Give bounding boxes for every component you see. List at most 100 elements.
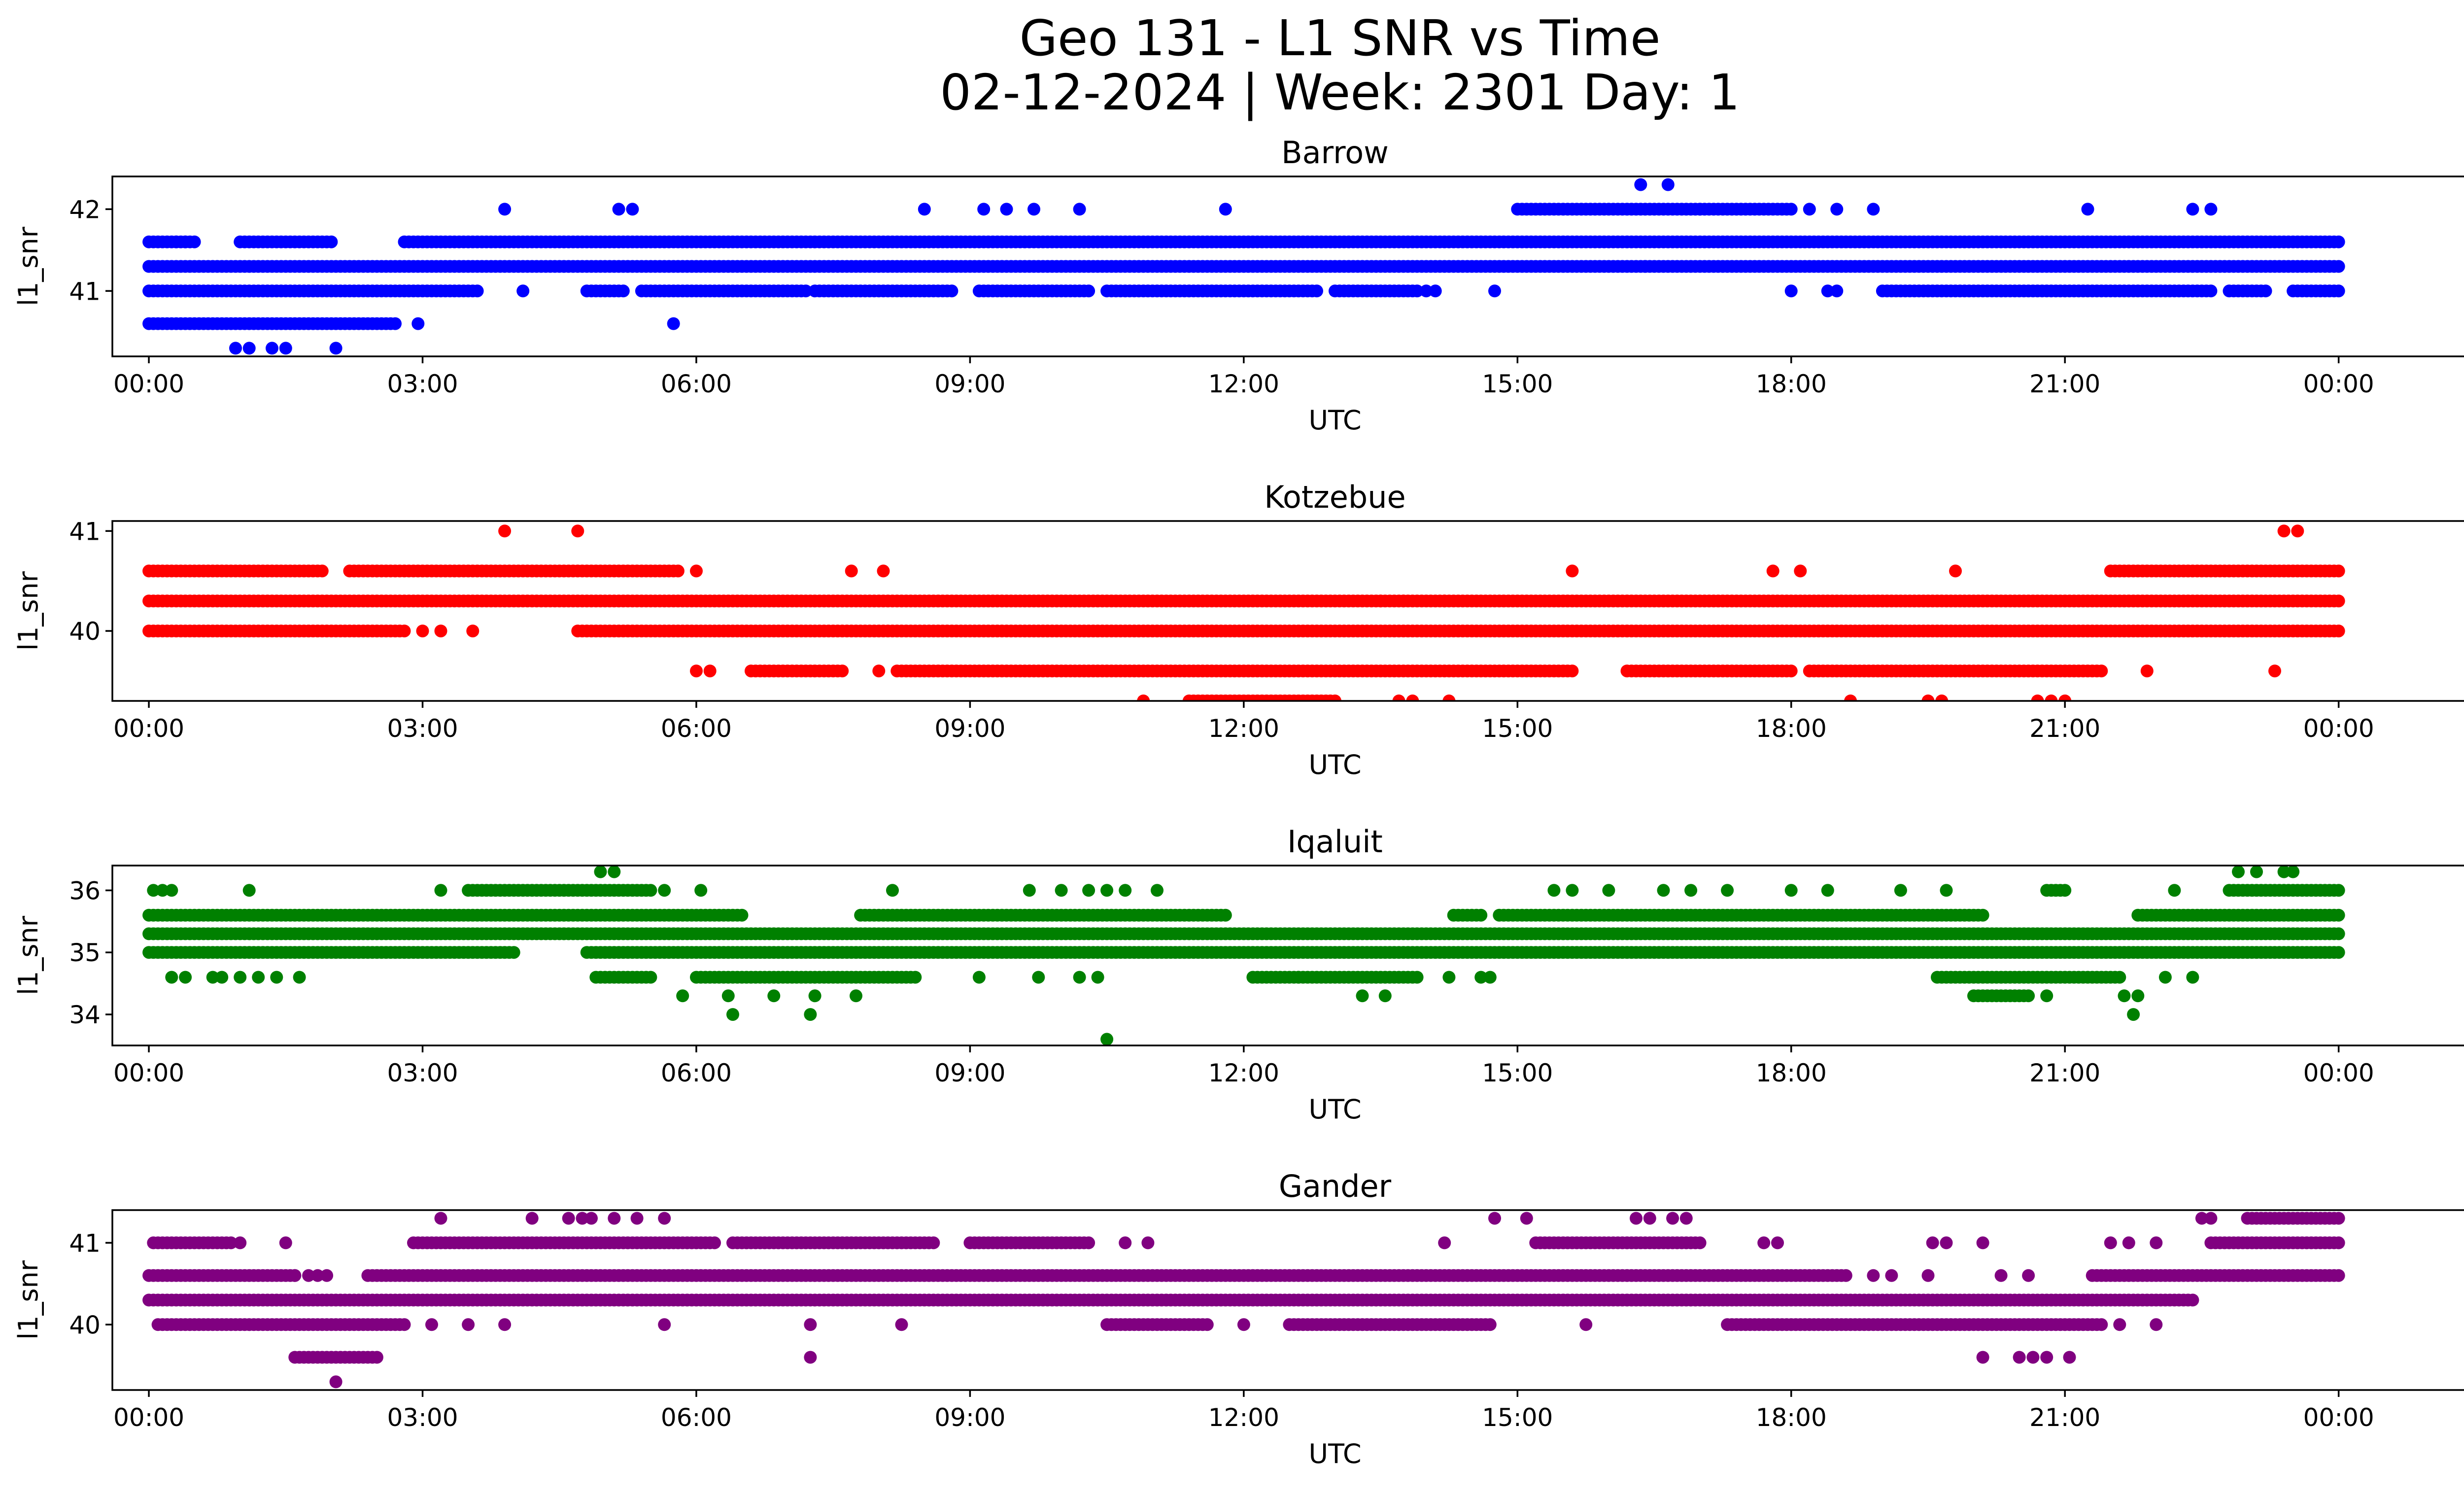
data-point	[918, 203, 931, 216]
x-tick-label: 00:00	[113, 370, 184, 398]
data-point	[850, 989, 862, 1003]
data-point	[1374, 594, 1387, 608]
data-point	[735, 908, 749, 922]
data-point	[1634, 178, 1647, 191]
data-point	[808, 989, 821, 1003]
data-point	[1329, 695, 1341, 701]
data-point	[1721, 884, 1734, 897]
data-point	[1406, 695, 1419, 701]
x-tick-label: 03:00	[387, 714, 458, 743]
data-point	[2291, 524, 2304, 538]
figure-title-line1: Geo 131 - L1 SNR vs Time	[1020, 9, 1661, 67]
data-point	[2332, 284, 2345, 298]
data-point	[2287, 866, 2300, 878]
x-tick-label: 15:00	[1482, 1059, 1553, 1087]
x-tick-label: 00:00	[113, 714, 184, 743]
scatter-series	[142, 178, 2345, 355]
data-point	[1100, 884, 1114, 897]
data-point	[2250, 866, 2263, 878]
data-point	[170, 235, 183, 248]
data-point	[1684, 884, 1698, 897]
data-point	[315, 564, 329, 578]
y-tick-label: 41	[69, 277, 101, 306]
x-tick-label: 09:00	[934, 714, 1005, 743]
data-point	[242, 884, 256, 897]
x-tick-label: 21:00	[2029, 370, 2100, 398]
data-point	[434, 884, 447, 897]
data-point	[2332, 625, 2345, 638]
data-point	[2095, 664, 2108, 678]
data-point	[594, 866, 607, 878]
data-point	[2118, 989, 2131, 1003]
y-tick-label: 34	[69, 1001, 101, 1029]
data-point	[1639, 260, 1652, 273]
data-point	[1784, 284, 1798, 298]
data-point	[179, 235, 192, 248]
data-point	[2332, 884, 2345, 897]
data-point	[2058, 695, 2072, 701]
data-point	[1784, 884, 1798, 897]
data-point	[2186, 971, 2199, 984]
axes-frame	[111, 865, 2464, 1046]
data-point	[1784, 203, 1798, 216]
data-point	[242, 342, 256, 355]
data-point	[644, 884, 657, 897]
data-point	[2332, 260, 2345, 273]
x-tick-label: 00:00	[2303, 714, 2374, 743]
data-point	[1474, 908, 1488, 922]
data-point	[836, 664, 849, 678]
x-tick-label: 18:00	[1756, 1059, 1827, 1087]
data-point	[1803, 203, 1816, 216]
data-point	[667, 317, 680, 330]
data-point	[1949, 564, 1962, 578]
scatter-series	[142, 1212, 2345, 1389]
y-tick-label: 40	[69, 617, 101, 646]
data-point	[845, 564, 858, 578]
data-point	[1894, 884, 1907, 897]
data-point	[1119, 884, 1132, 897]
data-point	[671, 564, 684, 578]
x-tick-label: 12:00	[1208, 714, 1279, 743]
figure-title-line2: 02-12-2024 | Week: 2301 Day: 1	[940, 64, 1740, 121]
data-point	[571, 524, 584, 538]
data-point	[626, 203, 639, 216]
data-point	[2081, 203, 2094, 216]
data-point	[1429, 284, 1442, 298]
data-point	[1844, 695, 1857, 701]
y-tick-label: 36	[69, 876, 101, 905]
data-point	[1766, 564, 1780, 578]
subplot-title: Gander	[1279, 1168, 1392, 1204]
x-tick-label: 18:00	[1756, 714, 1827, 743]
data-point	[2259, 284, 2272, 298]
data-point	[616, 284, 630, 298]
data-point	[608, 866, 621, 878]
data-point	[1935, 695, 1949, 701]
x-tick-label: 00:00	[2303, 1059, 2374, 1087]
x-tick-label: 12:00	[1208, 370, 1279, 398]
data-point	[1027, 203, 1040, 216]
data-point	[2277, 524, 2291, 538]
data-point	[466, 625, 479, 638]
data-point	[1397, 594, 1410, 608]
data-point	[1438, 594, 1451, 608]
data-point	[1055, 884, 1068, 897]
data-point	[2045, 695, 2058, 701]
data-point	[2186, 1293, 2199, 1307]
data-point	[498, 203, 512, 216]
data-point	[690, 664, 703, 678]
data-point	[694, 884, 708, 897]
y-tick-label: 41	[69, 517, 101, 546]
data-point	[1867, 203, 1880, 216]
data-point	[872, 664, 886, 678]
data-point	[2131, 989, 2145, 1003]
data-point	[2332, 908, 2345, 922]
data-point	[266, 342, 278, 355]
y-axis-label: l1_snr	[13, 226, 44, 306]
x-tick-label: 15:00	[1482, 370, 1553, 398]
x-tick-label: 06:00	[661, 370, 732, 398]
data-point	[2127, 1008, 2140, 1021]
